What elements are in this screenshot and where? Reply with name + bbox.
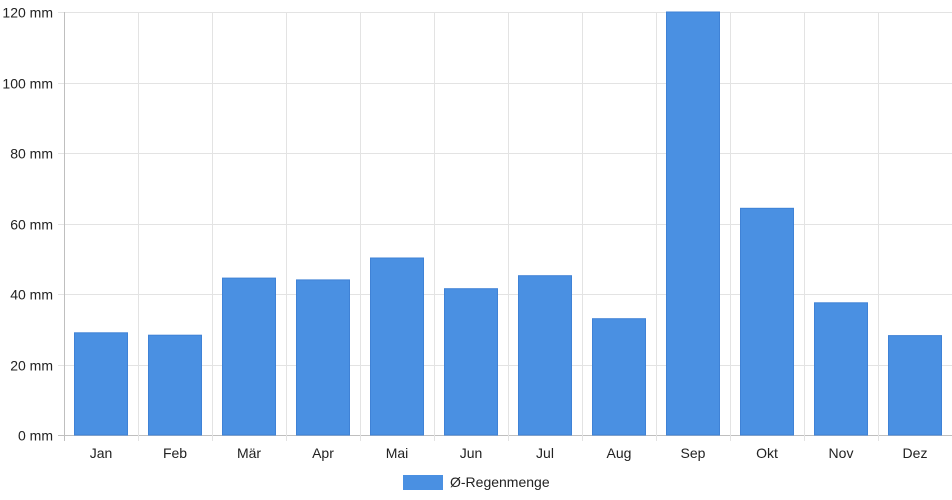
legend-label[interactable]: Ø-Regenmenge bbox=[450, 474, 550, 490]
bar-mär[interactable] bbox=[222, 277, 276, 436]
axis-layer: 0 mm 20 mm 40 mm 60 mm 80 mm 100 mm 120 mm Jan F… bbox=[2, 5, 927, 462]
y-tick-label: 40 mm bbox=[10, 287, 53, 303]
bar-okt[interactable] bbox=[740, 207, 794, 436]
y-tick-label: 80 mm bbox=[10, 146, 53, 162]
bar-apr[interactable] bbox=[296, 279, 350, 436]
x-tick-label: Dez bbox=[903, 445, 928, 461]
bar-jul[interactable] bbox=[518, 275, 572, 436]
bar-feb[interactable] bbox=[148, 334, 202, 436]
x-tick-label: Jul bbox=[536, 445, 554, 461]
x-tick-label: Aug bbox=[607, 445, 632, 461]
x-tick-label: Jun bbox=[460, 445, 483, 461]
bar-nov[interactable] bbox=[814, 302, 868, 436]
bar-dez[interactable] bbox=[888, 335, 942, 436]
legend-swatch[interactable] bbox=[403, 475, 443, 490]
y-tick-label: 20 mm bbox=[10, 358, 53, 374]
bar-aug[interactable] bbox=[592, 318, 646, 436]
bar-mai[interactable] bbox=[370, 257, 424, 436]
legend[interactable]: Ø-Regenmenge bbox=[403, 474, 550, 490]
x-tick-label: Mär bbox=[237, 445, 261, 461]
bar-sep[interactable] bbox=[666, 11, 720, 436]
x-tick-label: Jan bbox=[90, 445, 113, 461]
x-tick-label: Sep bbox=[681, 445, 706, 461]
bar-jun[interactable] bbox=[444, 288, 498, 436]
y-tick-label: 100 mm bbox=[2, 76, 53, 92]
x-tick-label: Okt bbox=[756, 445, 778, 461]
bar-jan[interactable] bbox=[74, 332, 128, 436]
y-tick-label: 0 mm bbox=[18, 428, 53, 444]
x-tick-label: Nov bbox=[829, 445, 854, 461]
grid-layer bbox=[58, 12, 952, 441]
x-tick-label: Mai bbox=[386, 445, 409, 461]
x-tick-label: Apr bbox=[312, 445, 334, 461]
y-tick-label: 60 mm bbox=[10, 217, 53, 233]
bar-layer bbox=[74, 11, 942, 436]
y-tick-label: 120 mm bbox=[2, 5, 53, 21]
x-tick-label: Feb bbox=[163, 445, 187, 461]
